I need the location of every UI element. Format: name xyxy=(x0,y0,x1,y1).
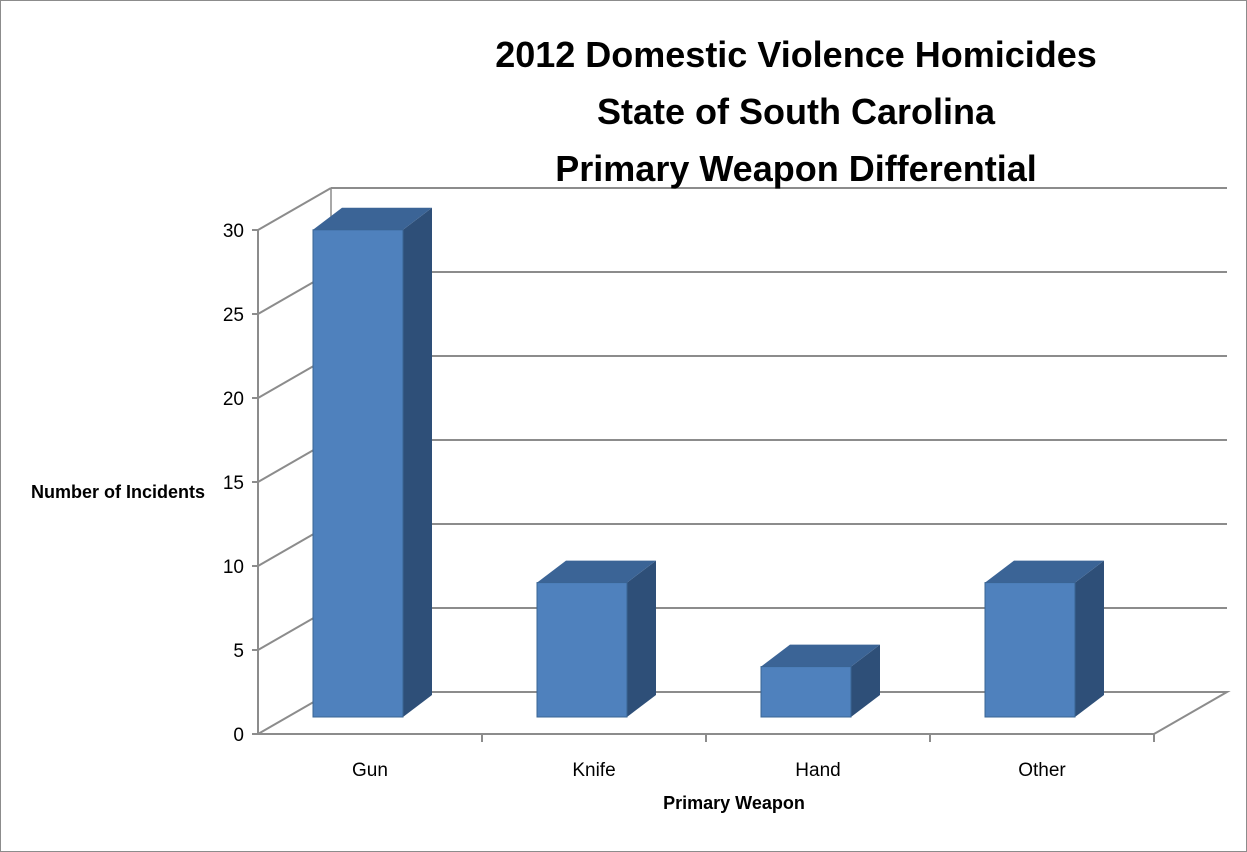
gridline-diagonal xyxy=(257,187,332,231)
bar-side xyxy=(851,644,880,717)
bar-side xyxy=(627,560,656,717)
x-tick-label: Other xyxy=(1018,760,1066,781)
x-tick-label: Knife xyxy=(572,760,615,781)
bar-front xyxy=(984,582,1076,718)
bar xyxy=(536,560,656,718)
y-tick-label: 30 xyxy=(223,221,244,242)
bar xyxy=(312,207,432,718)
floor-outline xyxy=(257,691,1231,735)
gridlines xyxy=(257,187,1227,651)
bar-top xyxy=(313,207,432,230)
y-tick-label: 20 xyxy=(223,389,244,410)
y-tick-label: 25 xyxy=(223,305,244,326)
y-tick-label: 15 xyxy=(223,473,244,494)
bar-top xyxy=(761,644,880,667)
y-axis-title: Number of Incidents xyxy=(31,482,205,502)
chart-title-line-1: 2012 Domestic Violence Homicides xyxy=(495,34,1097,75)
y-tick-label: 10 xyxy=(223,557,244,578)
chart-title-line-3: Primary Weapon Differential xyxy=(555,148,1036,189)
bar-front xyxy=(760,666,852,718)
bar xyxy=(760,644,880,718)
y-tick-label: 5 xyxy=(233,641,244,662)
bar-front xyxy=(536,582,628,718)
y-tick-label: 0 xyxy=(233,725,244,746)
bars xyxy=(312,207,1104,718)
x-tick-label: Gun xyxy=(352,760,388,781)
bar-side xyxy=(1075,560,1104,717)
x-axis-ticks: Gun Knife Hand Other xyxy=(352,734,1155,781)
bar-front xyxy=(312,229,404,718)
bar xyxy=(984,560,1104,718)
chart-title-line-2: State of South Carolina xyxy=(597,91,996,132)
y-axis-ticks: 0 5 10 15 20 25 30 xyxy=(223,221,258,746)
bar-side xyxy=(403,207,432,718)
bar-top xyxy=(985,560,1104,583)
bar-top xyxy=(537,560,656,583)
x-tick-label: Hand xyxy=(795,760,840,781)
x-axis-title: Primary Weapon xyxy=(663,793,805,813)
